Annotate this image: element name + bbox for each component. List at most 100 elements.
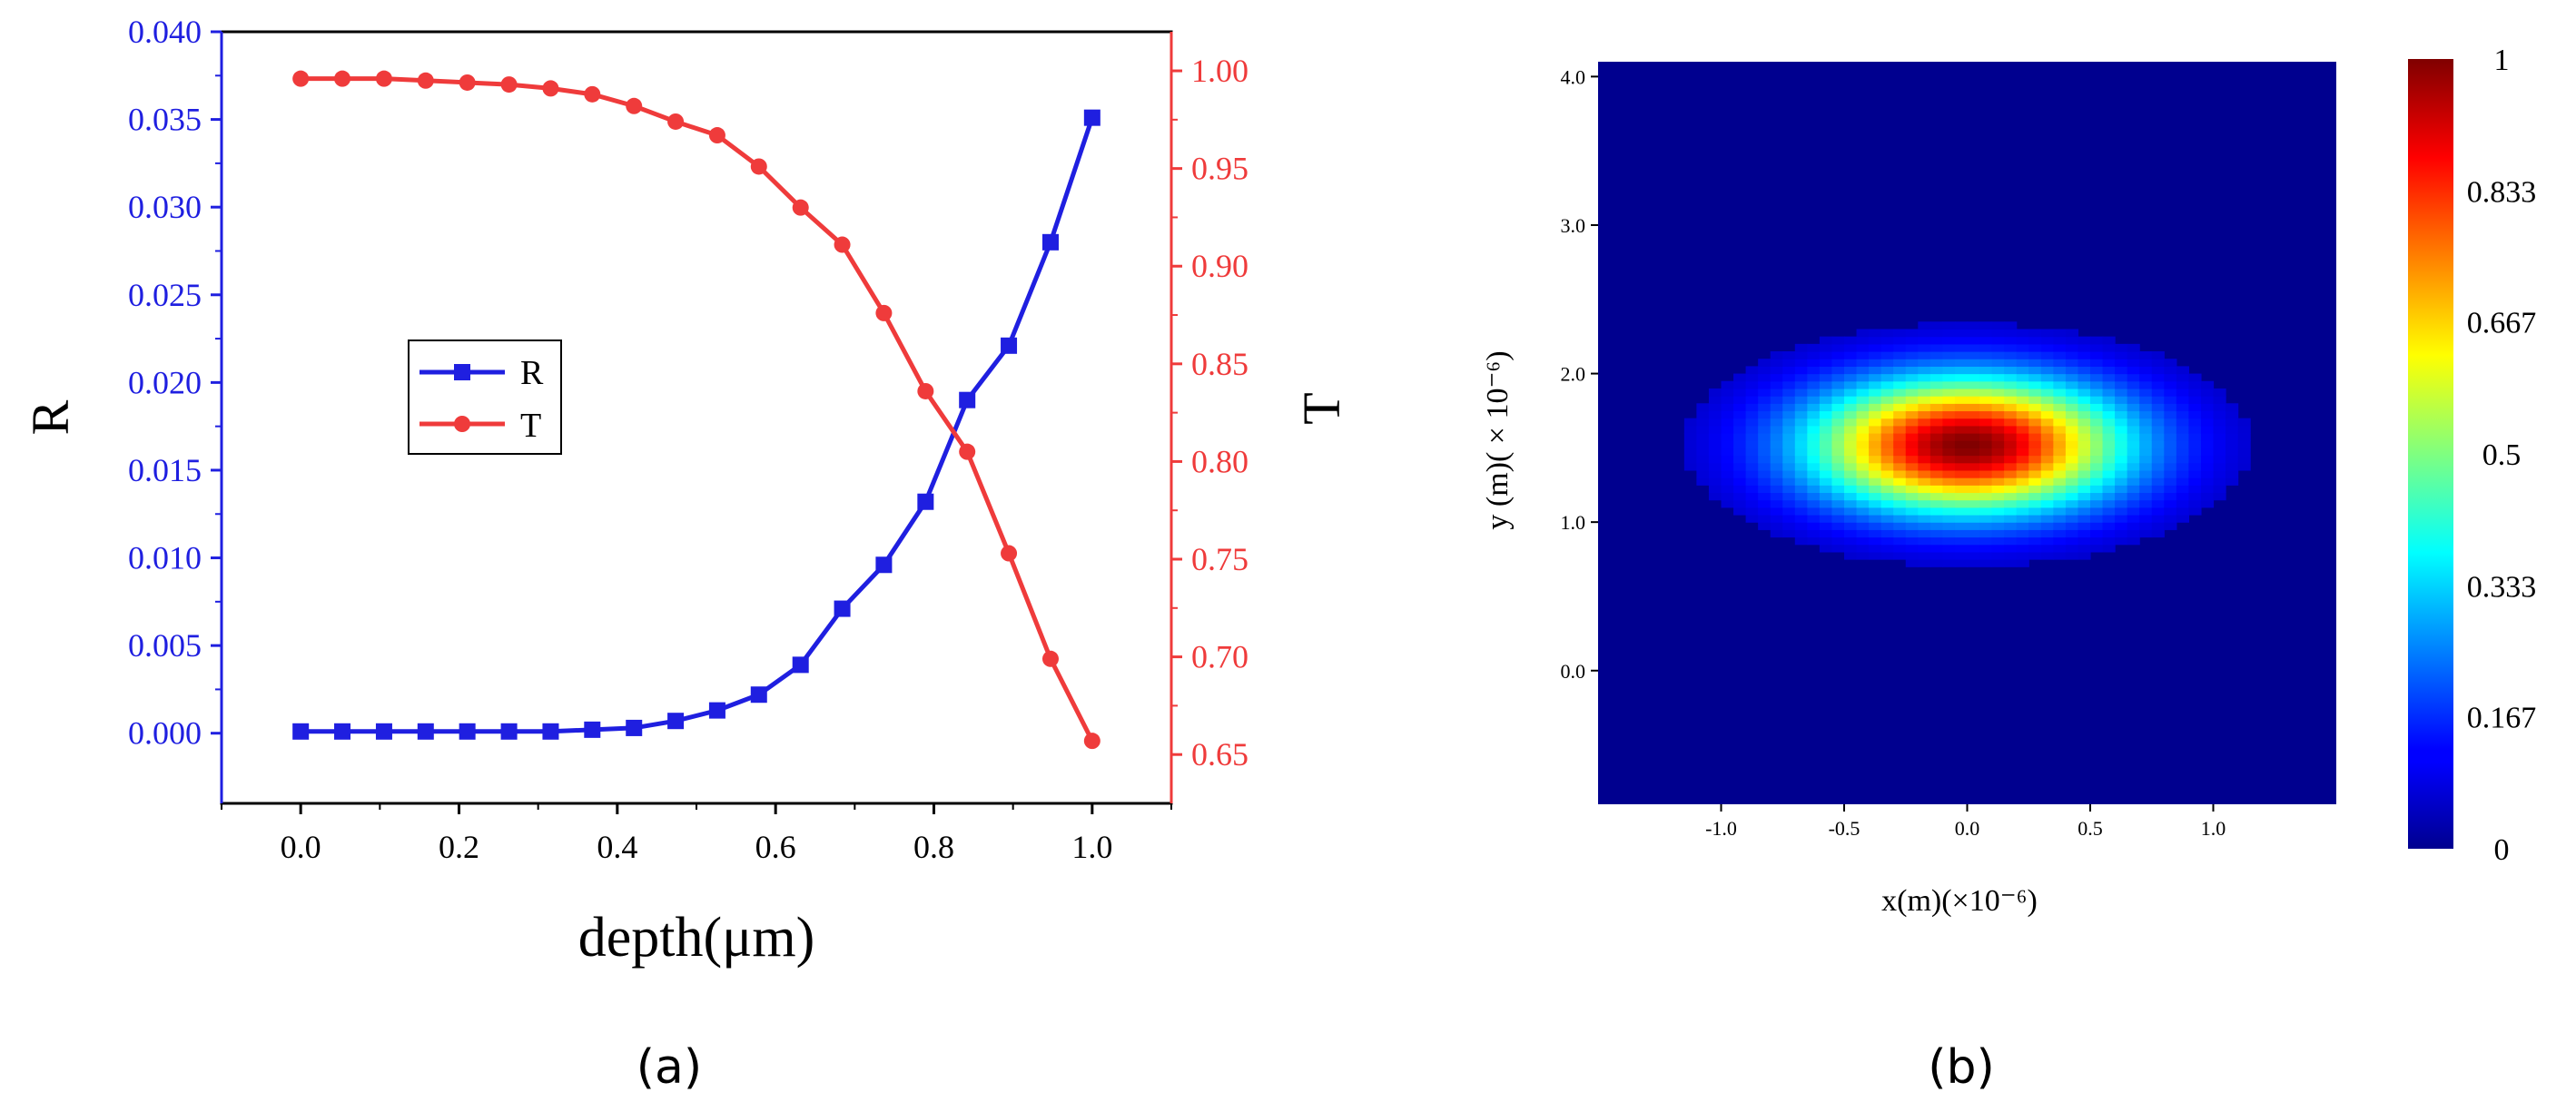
heatmap-cell	[1942, 425, 1956, 434]
heatmap-y-tick-label: 1.0	[1561, 511, 1586, 534]
heatmap-cell	[2016, 380, 2029, 389]
x-tick-label: 0.2	[439, 829, 479, 865]
heatmap-cell	[1856, 529, 1870, 538]
heatmap-cell	[2065, 529, 2079, 538]
heatmap-cell	[2028, 536, 2042, 546]
heatmap-cell	[2004, 492, 2018, 501]
heatmap-cell	[1991, 396, 2005, 404]
heatmap-cell	[1831, 536, 1845, 546]
heatmap-cell	[2040, 551, 2054, 560]
series-t-point	[626, 97, 643, 114]
heatmap-cell	[2016, 455, 2029, 464]
heatmap-cell	[1856, 343, 1870, 352]
heatmap-cell	[1819, 403, 1833, 412]
heatmap-cell	[1844, 522, 1858, 530]
heatmap-cell	[1733, 448, 1747, 457]
heatmap-cell	[2028, 492, 2042, 501]
heatmap-cell	[1979, 380, 1993, 389]
heatmap-cell	[1856, 536, 1870, 546]
heatmap-cell	[1979, 551, 1993, 560]
heatmap-cell	[1733, 440, 1747, 448]
heatmap-cell	[1758, 477, 1772, 486]
heatmap-cell	[1721, 492, 1734, 501]
heatmap-cell	[2016, 329, 2029, 338]
heatmap-cell	[2139, 514, 2153, 523]
heatmap-cell	[2139, 425, 2153, 434]
heatmap-cell	[1930, 321, 1943, 330]
heatmap-cell	[1979, 329, 1993, 338]
heatmap-cell	[1893, 477, 1907, 486]
heatmap-cell	[1708, 410, 1722, 419]
heatmap-cell	[1844, 529, 1858, 538]
heatmap-cell	[1930, 425, 1943, 434]
heatmap-cell	[2004, 351, 2018, 359]
heatmap-cell	[1745, 373, 1759, 382]
heatmap-cell	[1930, 514, 1943, 523]
heatmap-cell	[2151, 440, 2165, 448]
heatmap-cell	[1758, 418, 1772, 427]
heatmap-cell	[1794, 410, 1808, 419]
heatmap-cell	[1869, 343, 1882, 352]
heatmap-cell	[1930, 522, 1943, 530]
heatmap-cell	[2102, 485, 2116, 494]
heatmap-cell	[1844, 492, 1858, 501]
heatmap-cell	[1844, 380, 1858, 389]
heatmap-cell	[2016, 403, 2029, 412]
heatmap-cell	[2164, 373, 2177, 382]
heatmap-cell	[2040, 359, 2054, 367]
heatmap-cell	[2004, 359, 2018, 367]
heatmap-cell	[2164, 410, 2177, 419]
heatmap-cell	[1880, 462, 1894, 471]
heatmap-cell	[1782, 380, 1796, 389]
heatmap-cell	[1954, 425, 1969, 434]
heatmap-cell	[2200, 485, 2215, 494]
heatmap-cell	[2127, 469, 2140, 478]
heatmap-cell	[1831, 455, 1845, 464]
heatmap-cell	[1819, 366, 1833, 375]
heatmap-cell	[2078, 336, 2091, 345]
colorbar	[2408, 59, 2453, 849]
heatmap-cell	[2139, 462, 2153, 471]
heatmap-cell	[2040, 343, 2054, 352]
heatmap-cell	[2164, 388, 2177, 397]
heatmap-cell	[1979, 477, 1993, 486]
heatmap-cell	[2151, 462, 2165, 471]
heatmap-cell	[1721, 477, 1734, 486]
heatmap-cell	[2115, 373, 2128, 382]
heatmap-cell	[1696, 462, 1710, 471]
heatmap-cell	[2226, 418, 2239, 427]
series-r-point	[1041, 233, 1059, 251]
heatmap-cell	[2028, 359, 2042, 367]
left-axis-ticks: 0.000 0.005 0.010 0.015 0.020 0.025 0.030 0.035…	[128, 14, 222, 752]
heatmap-cell	[1794, 507, 1808, 516]
heatmap-cell	[1880, 448, 1894, 457]
heatmap-cell	[1991, 440, 2005, 448]
heatmap-cell	[1869, 448, 1882, 457]
heatmap-cell	[1905, 551, 1919, 560]
heatmap-cell	[1967, 485, 1980, 494]
heatmap-cell	[2004, 514, 2018, 523]
heatmap-cell	[1856, 485, 1870, 494]
heatmap-cell	[2065, 351, 2079, 359]
heatmap-cell	[1954, 485, 1969, 494]
heatmap-cell	[1979, 396, 1993, 404]
heatmap-cell	[1819, 485, 1833, 494]
heatmap-cell	[1794, 499, 1808, 508]
heatmap-cell	[1819, 425, 1833, 434]
heatmap-cell	[2004, 499, 2018, 508]
heatmap-cell	[1831, 343, 1845, 352]
heatmap-cell	[1979, 499, 1993, 508]
heatmap-cell	[1967, 507, 1980, 516]
heatmap-cell	[2176, 507, 2189, 516]
heatmap-cell	[2040, 425, 2054, 434]
heatmap-cell	[2176, 440, 2189, 448]
heatmap-cell	[1991, 529, 2005, 538]
heatmap-cell	[2053, 343, 2067, 352]
heatmap-cell	[1893, 388, 1907, 397]
heatmap-cell	[1954, 403, 1969, 412]
heatmap-cell	[1758, 396, 1772, 404]
heatmap-cell	[2188, 469, 2202, 478]
heatmap-cell	[2115, 507, 2128, 516]
right-axis-ticks: 0.65 0.70 0.75 0.80 0.85 0.90 0.95 1.00	[1171, 53, 1249, 772]
heatmap-cell	[2127, 366, 2140, 375]
